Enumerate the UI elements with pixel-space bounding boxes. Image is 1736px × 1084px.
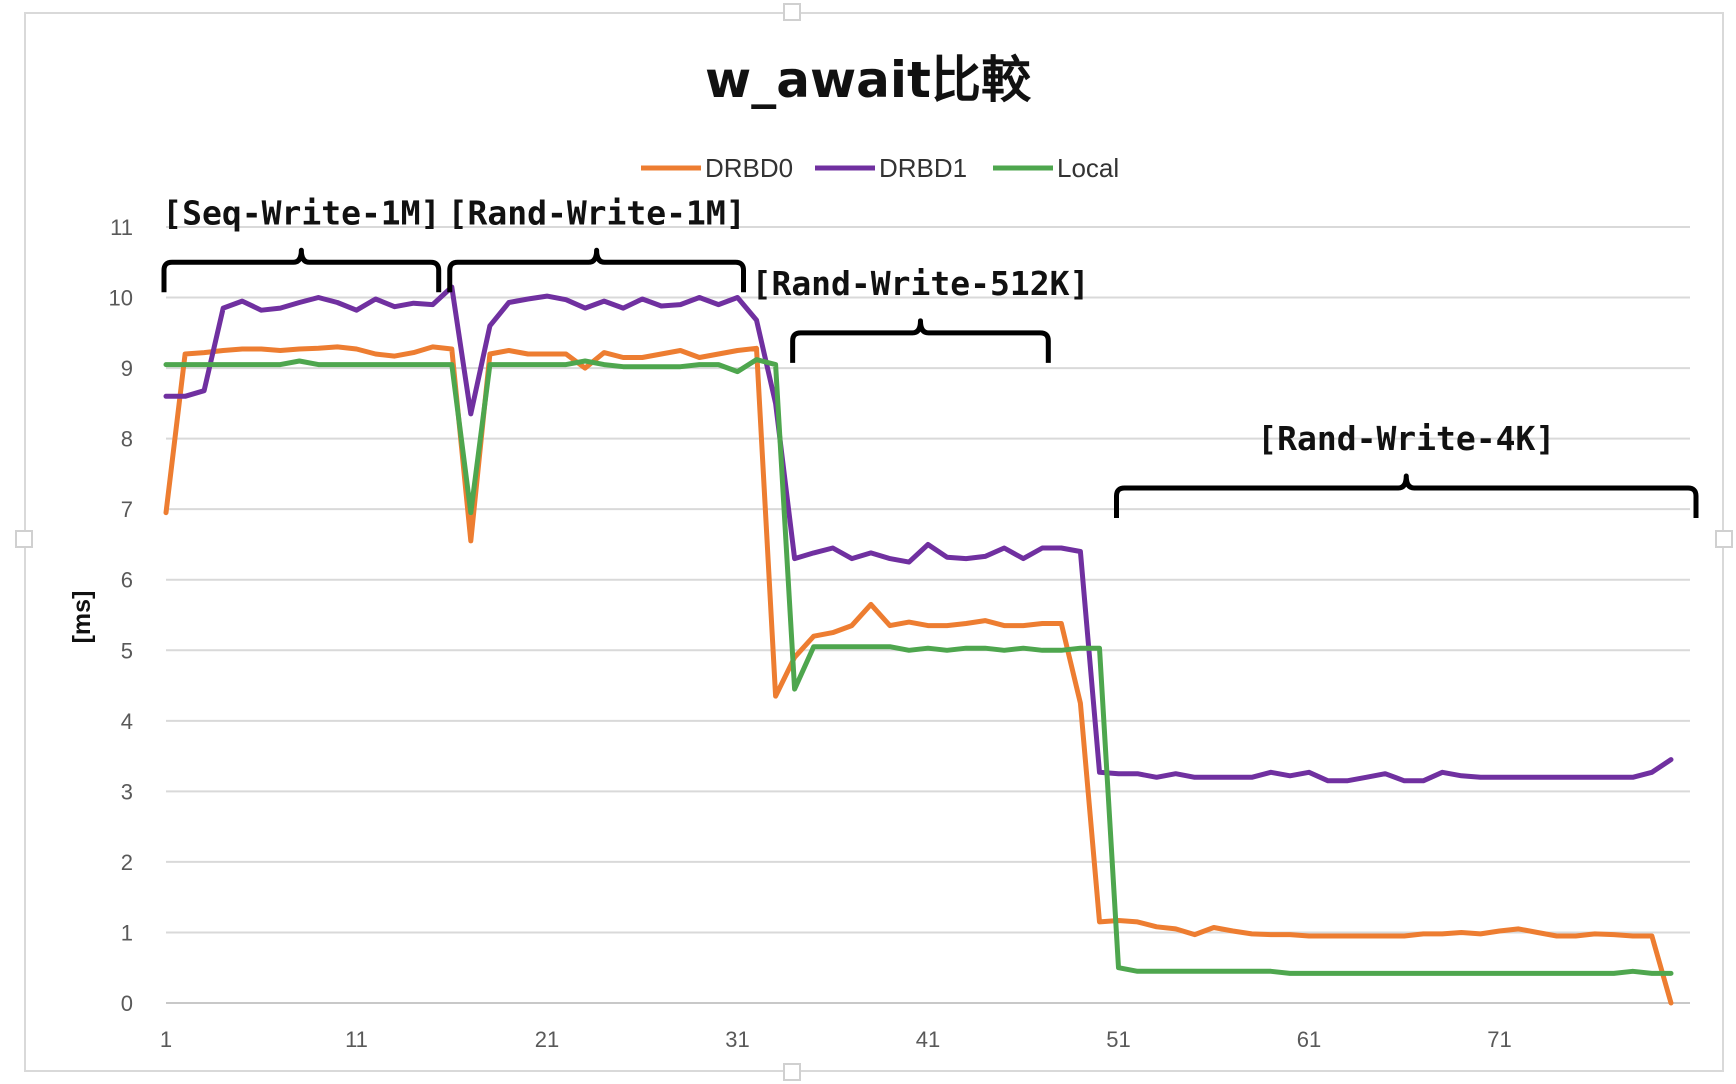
legend-label-drbd0: DRBD0 [705,153,793,183]
y-tick-label: 8 [121,427,133,452]
legend: DRBD0 DRBD1 Local [641,153,1119,183]
gridlines [166,226,1690,1004]
x-tick-label: 1 [160,1027,172,1052]
y-tick-label: 0 [121,991,133,1016]
annotation-label: [Rand-Write-512K] [752,264,1090,303]
legend-label-drbd1: DRBD1 [879,153,967,183]
series-line-drbd1 [163,284,1674,784]
series-lines [163,284,1674,1006]
x-tick-label: 21 [535,1027,559,1052]
chart-frame [24,12,1724,1072]
annotation-label: [Seq-Write-1M] [162,193,440,232]
annotation-bracket [161,247,442,293]
x-tick-label: 61 [1297,1027,1321,1052]
series-line-drbd0 [163,344,1674,1006]
y-tick-label: 1 [121,920,133,945]
x-tick-label: 51 [1106,1027,1130,1052]
y-tick-label: 7 [121,497,133,522]
resize-handle-left[interactable] [15,530,33,548]
y-tick-label: 4 [121,709,133,734]
y-tick-label: 6 [121,568,133,593]
y-tick-label: 5 [121,638,133,663]
y-axis-label: [ms] [68,591,96,644]
legend-label-local: Local [1057,153,1119,183]
series-line-local [163,357,1674,976]
y-tick-label: 3 [121,779,133,804]
x-tick-label: 31 [725,1027,749,1052]
annotation-bracket [1114,473,1699,519]
y-tick-label: 2 [121,850,133,875]
annotation-bracket [447,247,746,293]
x-tick-label: 11 [345,1027,368,1052]
annotations: [Seq-Write-1M] [Rand-Write-1M][Rand-Write… [161,193,1699,519]
annotation-label: [Rand-Write-4K] [1257,419,1555,458]
x-tick-label: 71 [1487,1027,1511,1052]
y-tick-label: 10 [109,286,133,311]
x-tick-label: 41 [916,1027,940,1052]
annotation-label: [Rand-Write-1M] [448,193,746,232]
resize-handle-bottom[interactable] [783,1063,801,1081]
chart-title: w_await比較 [705,51,1031,109]
x-axis-ticks: 1 11 21 31 41 51 61 71 [160,1027,1512,1052]
y-axis-ticks: 0 1 2 3 4 5 6 7 8 9 10 11 [109,215,133,1016]
y-tick-label: 11 [110,215,133,240]
annotation-bracket [790,318,1051,363]
resize-handle-top[interactable] [783,3,801,21]
resize-handle-right[interactable] [1715,530,1733,548]
y-tick-label: 9 [121,356,133,381]
